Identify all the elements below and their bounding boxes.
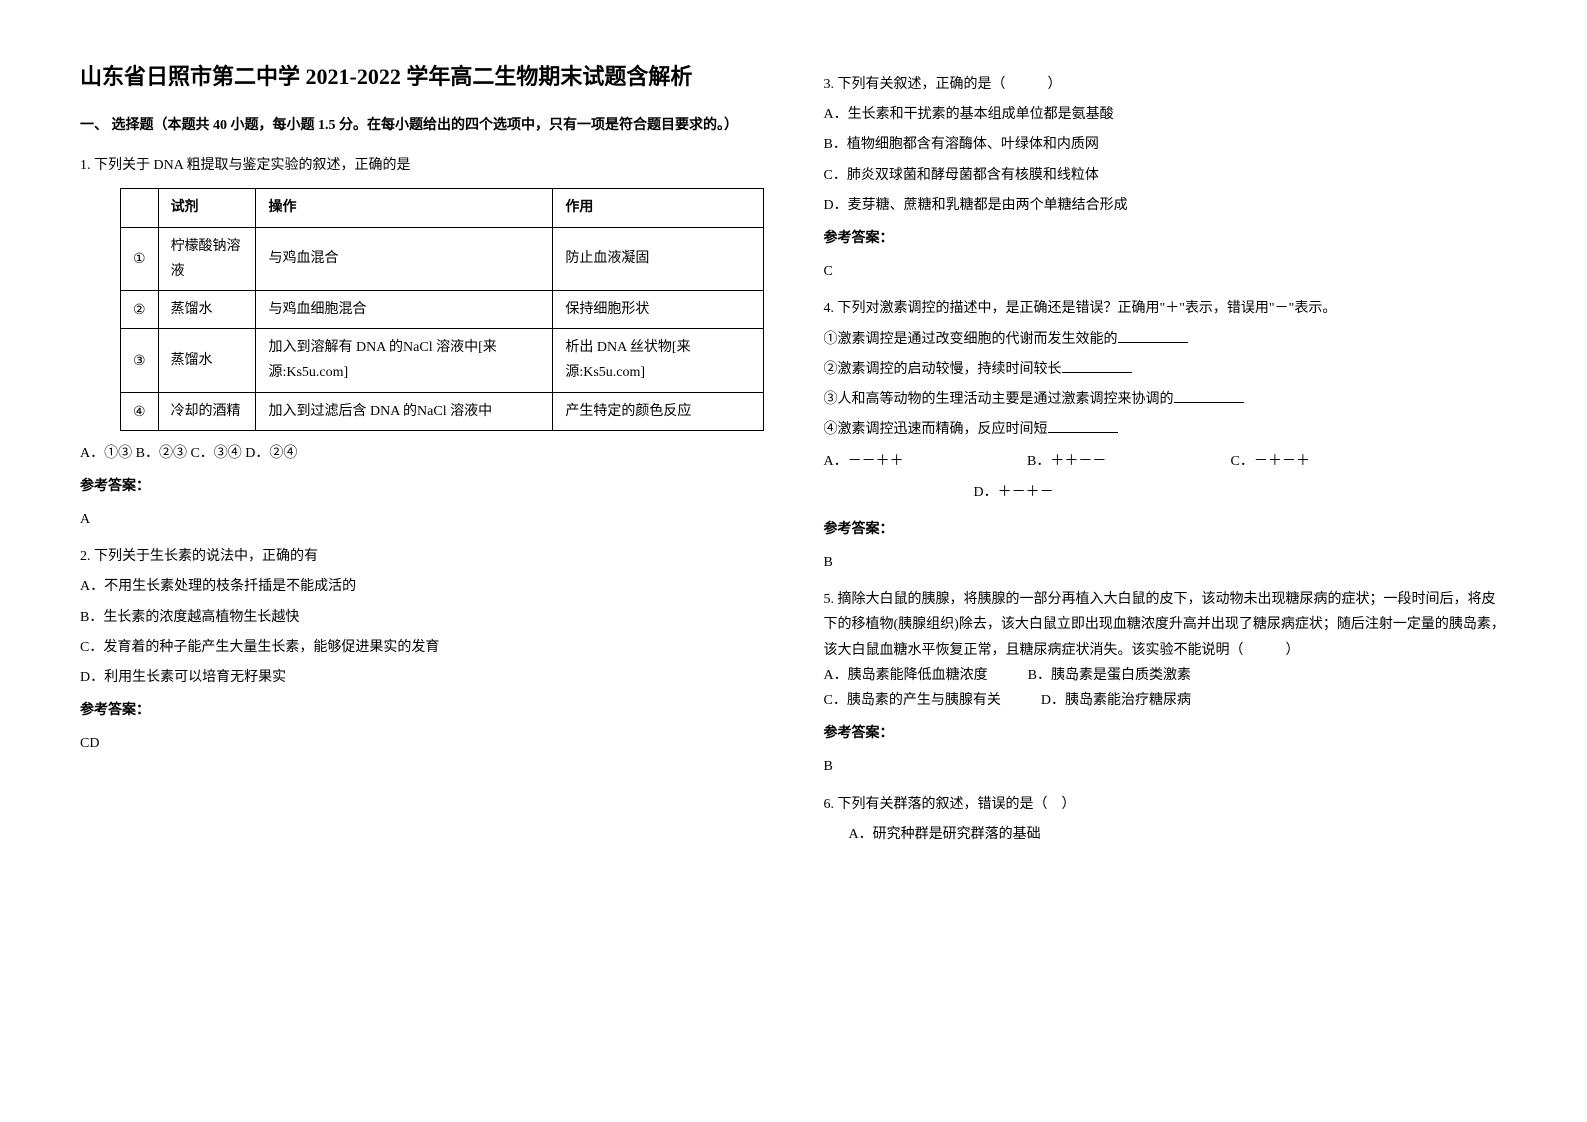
q2-answer: CD [80, 731, 764, 756]
q4-sub3-text: ③人和高等动物的生理活动主要是通过激素调控来协调的 [824, 392, 1174, 407]
q1-r4c0: ④ [121, 392, 159, 430]
q4-sub4-text: ④激素调控迅速而精确，反应时间短 [824, 422, 1048, 437]
q1-options: A．①③ B．②③ C．③④ D．②④ [80, 441, 764, 466]
q5-opt-c: C．胰岛素的产生与胰腺有关 [824, 688, 1001, 713]
table-row: ② 蒸馏水 与鸡血细胞混合 保持细胞形状 [121, 290, 764, 328]
answer-label: 参考答案： [824, 721, 1508, 746]
left-column: 山东省日照市第二中学 2021-2022 学年高二生物期末试题含解析 一、 选择… [80, 60, 764, 1062]
q2-opt-c: C．发育着的种子能产生大量生长素，能够促进果实的发育 [80, 635, 764, 660]
q1-answer: A [80, 507, 764, 532]
q3-answer: C [824, 259, 1508, 284]
page: 山东省日照市第二中学 2021-2022 学年高二生物期末试题含解析 一、 选择… [0, 0, 1587, 1122]
q5-answer: B [824, 754, 1508, 779]
q4-opt-d: D．＋－＋－ [974, 478, 1054, 509]
q1-r2c3: 保持细胞形状 [553, 290, 763, 328]
q5-opt-a: A．胰岛素能降低血糖浓度 [824, 663, 988, 688]
q1-th-2: 操作 [256, 189, 553, 227]
section-1-heading: 一、 选择题（本题共 40 小题，每小题 1.5 分。在每小题给出的四个选项中，… [80, 113, 764, 138]
question-6: 6. 下列有关群落的叙述，错误的是（ ） A．研究种群是研究群落的基础 [824, 792, 1508, 847]
exam-title: 山东省日照市第二中学 2021-2022 学年高二生物期末试题含解析 [80, 60, 764, 93]
blank-line [1118, 328, 1188, 343]
q5-stem: 5. 摘除大白鼠的胰腺，将胰腺的一部分再植入大白鼠的皮下，该动物未出现糖尿病的症… [824, 587, 1508, 663]
q1-r2c2: 与鸡血细胞混合 [256, 290, 553, 328]
question-1: 1. 下列关于 DNA 粗提取与鉴定实验的叙述，正确的是 试剂 操作 作用 ① … [80, 153, 764, 532]
q3-stem: 3. 下列有关叙述，正确的是（ ） [824, 72, 1508, 97]
q4-sub1-text: ①激素调控是通过改变细胞的代谢而发生效能的 [824, 332, 1118, 347]
q4-opt-a: A．－－＋＋ [824, 447, 1024, 478]
right-column: 3. 下列有关叙述，正确的是（ ） A．生长素和干扰素的基本组成单位都是氨基酸 … [824, 60, 1508, 1062]
q1-r4c2: 加入到过滤后含 DNA 的NaCl 溶液中 [256, 392, 553, 430]
q4-sub-4: ④激素调控迅速而精确，反应时间短 [824, 417, 1508, 442]
q1-stem: 1. 下列关于 DNA 粗提取与鉴定实验的叙述，正确的是 [80, 153, 764, 178]
q6-stem: 6. 下列有关群落的叙述，错误的是（ ） [824, 792, 1508, 817]
q1-r3c1: 蒸馏水 [158, 329, 256, 392]
q6-opt-a: A．研究种群是研究群落的基础 [849, 822, 1508, 847]
question-4: 4. 下列对激素调控的描述中，是正确还是错误？正确用"＋"表示，错误用"－"表示… [824, 296, 1508, 575]
q1-r1c2: 与鸡血混合 [256, 227, 553, 290]
q1-th-3: 作用 [553, 189, 763, 227]
q2-opt-b: B．生长素的浓度越高植物生长越快 [80, 605, 764, 630]
table-row: 试剂 操作 作用 [121, 189, 764, 227]
answer-label: 参考答案： [80, 698, 764, 723]
blank-line [1048, 418, 1118, 433]
q1-r3c0: ③ [121, 329, 159, 392]
q1-r2c1: 蒸馏水 [158, 290, 256, 328]
q4-sub-3: ③人和高等动物的生理活动主要是通过激素调控来协调的 [824, 387, 1508, 412]
table-row: ④ 冷却的酒精 加入到过滤后含 DNA 的NaCl 溶液中 产生特定的颜色反应 [121, 392, 764, 430]
question-5: 5. 摘除大白鼠的胰腺，将胰腺的一部分再植入大白鼠的皮下，该动物未出现糖尿病的症… [824, 587, 1508, 779]
q1-r1c0: ① [121, 227, 159, 290]
q4-options-row: A．－－＋＋ B．＋＋－－ C．－＋－＋ D．＋－＋－ [824, 447, 1508, 509]
q4-sub2-text: ②激素调控的启动较慢，持续时间较长 [824, 362, 1062, 377]
q1-r2c0: ② [121, 290, 159, 328]
q2-opt-a: A．不用生长素处理的枝条扦插是不能成活的 [80, 574, 764, 599]
q1-th-0 [121, 189, 159, 227]
q5-opt-d: D．胰岛素能治疗糖尿病 [1041, 688, 1191, 713]
blank-line [1062, 358, 1132, 373]
q5-opt-b: B．胰岛素是蛋白质类激素 [1028, 663, 1191, 688]
q4-opt-c: C．－＋－＋ [1231, 447, 1381, 478]
q5-options-row2: C．胰岛素的产生与胰腺有关 D．胰岛素能治疗糖尿病 [824, 688, 1508, 713]
q1-r4c1: 冷却的酒精 [158, 392, 256, 430]
q4-sub-1: ①激素调控是通过改变细胞的代谢而发生效能的 [824, 327, 1508, 352]
q4-answer: B [824, 550, 1508, 575]
q4-stem: 4. 下列对激素调控的描述中，是正确还是错误？正确用"＋"表示，错误用"－"表示… [824, 296, 1508, 321]
q1-th-1: 试剂 [158, 189, 256, 227]
answer-label: 参考答案： [824, 517, 1508, 542]
q1-table: 试剂 操作 作用 ① 柠檬酸钠溶液 与鸡血混合 防止血液凝固 ② 蒸馏水 与鸡血… [120, 188, 764, 430]
answer-label: 参考答案： [824, 226, 1508, 251]
q3-opt-d: D．麦芽糖、蔗糖和乳糖都是由两个单糖结合形成 [824, 193, 1508, 218]
q3-opt-a: A．生长素和干扰素的基本组成单位都是氨基酸 [824, 102, 1508, 127]
answer-label: 参考答案： [80, 474, 764, 499]
q1-r3c2: 加入到溶解有 DNA 的NaCl 溶液中[来源:Ks5u.com] [256, 329, 553, 392]
q5-options-row1: A．胰岛素能降低血糖浓度 B．胰岛素是蛋白质类激素 [824, 663, 1508, 688]
q4-sub-2: ②激素调控的启动较慢，持续时间较长 [824, 357, 1508, 382]
q1-r1c3: 防止血液凝固 [553, 227, 763, 290]
q2-opt-d: D．利用生长素可以培育无籽果实 [80, 665, 764, 690]
q3-opt-b: B．植物细胞都含有溶酶体、叶绿体和内质网 [824, 132, 1508, 157]
q3-opt-c: C．肺炎双球菌和酵母菌都含有核膜和线粒体 [824, 163, 1508, 188]
table-row: ① 柠檬酸钠溶液 与鸡血混合 防止血液凝固 [121, 227, 764, 290]
question-3: 3. 下列有关叙述，正确的是（ ） A．生长素和干扰素的基本组成单位都是氨基酸 … [824, 72, 1508, 284]
blank-line [1174, 388, 1244, 403]
q1-r4c3: 产生特定的颜色反应 [553, 392, 763, 430]
question-2: 2. 下列关于生长素的说法中，正确的有 A．不用生长素处理的枝条扦插是不能成活的… [80, 544, 764, 756]
q1-r3c3: 析出 DNA 丝状物[来源:Ks5u.com] [553, 329, 763, 392]
q4-opt-b: B．＋＋－－ [1027, 447, 1227, 478]
table-row: ③ 蒸馏水 加入到溶解有 DNA 的NaCl 溶液中[来源:Ks5u.com] … [121, 329, 764, 392]
q2-stem: 2. 下列关于生长素的说法中，正确的有 [80, 544, 764, 569]
q1-r1c1: 柠檬酸钠溶液 [158, 227, 256, 290]
